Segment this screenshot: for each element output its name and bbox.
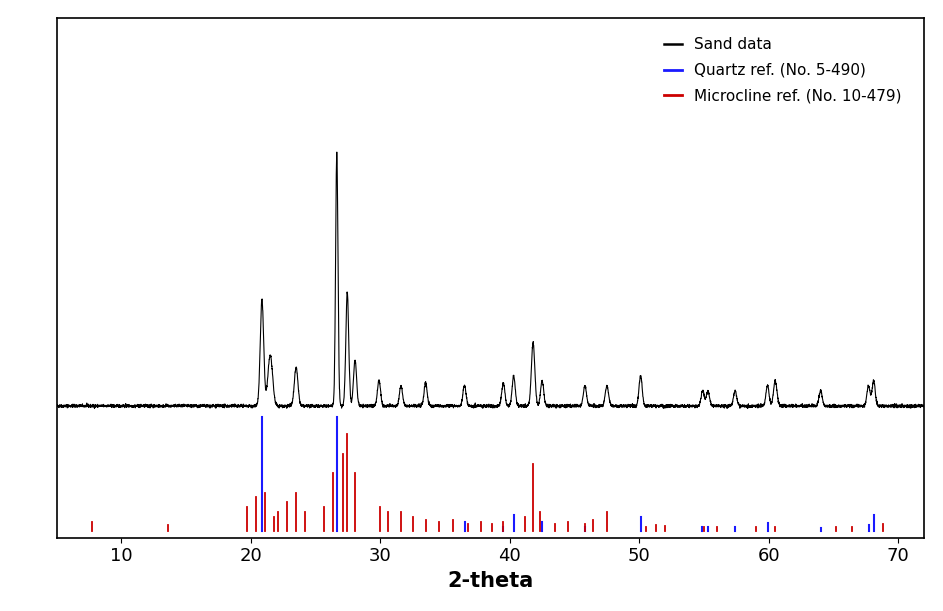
X-axis label: 2-theta: 2-theta	[447, 571, 534, 591]
Legend: Sand data, Quartz ref. (No. 5-490), Microcline ref. (No. 10-479): Sand data, Quartz ref. (No. 5-490), Micr…	[657, 31, 908, 110]
